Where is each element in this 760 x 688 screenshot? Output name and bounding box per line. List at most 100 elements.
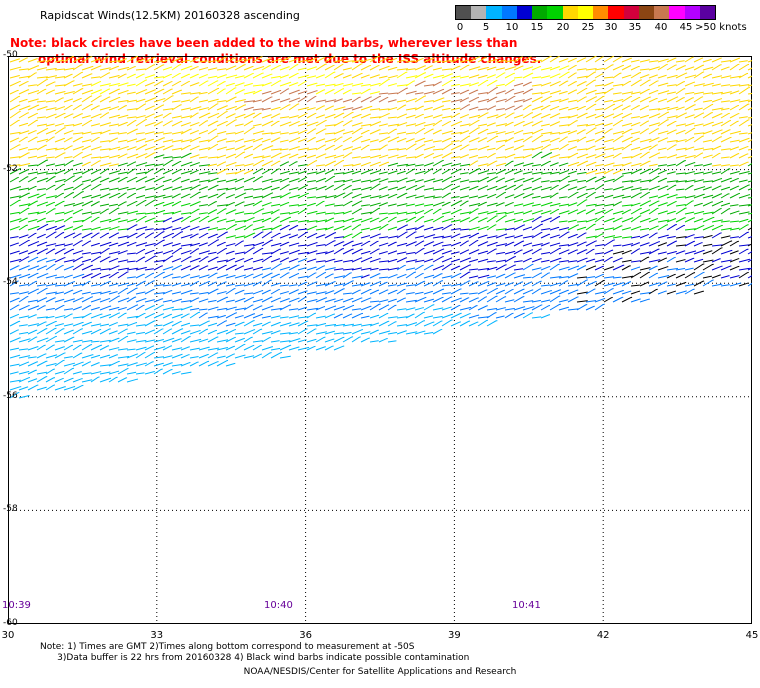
wind-barb bbox=[396, 211, 408, 215]
wind-barb bbox=[639, 120, 650, 127]
wind-barb bbox=[306, 121, 319, 127]
wind-barb bbox=[99, 218, 112, 223]
wind-barb bbox=[477, 281, 490, 287]
wind-barb bbox=[9, 313, 20, 319]
wind-barb bbox=[54, 147, 65, 151]
wind-barb bbox=[126, 322, 138, 327]
wind-barb bbox=[747, 258, 752, 263]
wind-barb bbox=[549, 113, 561, 119]
wind-barb bbox=[288, 204, 299, 207]
wind-barb bbox=[63, 274, 73, 279]
wind-barb bbox=[666, 240, 678, 247]
wind-barb bbox=[405, 90, 417, 95]
wind-barb bbox=[279, 202, 290, 207]
wind-barb bbox=[657, 257, 668, 263]
wind-barb bbox=[54, 112, 66, 119]
wind-barb bbox=[702, 275, 712, 279]
wind-barb bbox=[738, 258, 751, 263]
wind-barb bbox=[378, 108, 390, 111]
wind-barb bbox=[108, 370, 120, 375]
note-line-1: Note: black circles have been added to t… bbox=[10, 36, 518, 50]
wind-barb bbox=[198, 280, 211, 287]
wind-barb bbox=[612, 56, 623, 63]
wind-barb bbox=[9, 280, 19, 287]
wind-barb bbox=[198, 328, 209, 335]
wind-barb bbox=[621, 180, 633, 183]
wind-barb bbox=[234, 211, 245, 215]
wind-barb bbox=[639, 68, 650, 71]
wind-barb bbox=[45, 220, 55, 223]
wind-barb bbox=[531, 186, 543, 191]
wind-barb bbox=[225, 106, 237, 111]
wind-barb bbox=[603, 178, 615, 183]
wind-barb bbox=[144, 272, 155, 279]
wind-barb bbox=[297, 306, 308, 311]
wind-barb bbox=[324, 281, 336, 287]
wind-barb bbox=[576, 241, 587, 247]
wind-barb bbox=[459, 114, 469, 119]
wind-barb bbox=[486, 131, 498, 135]
wind-barb bbox=[36, 376, 48, 383]
wind-barb bbox=[603, 288, 614, 295]
wind-barb bbox=[405, 203, 415, 207]
wind-barb bbox=[45, 57, 57, 63]
wind-barb bbox=[729, 220, 739, 223]
wind-barb bbox=[396, 224, 408, 231]
wind-barb bbox=[576, 160, 589, 167]
wind-barb bbox=[531, 258, 542, 263]
wind-barb bbox=[90, 256, 102, 263]
wind-barb bbox=[585, 209, 596, 215]
wind-barb bbox=[90, 156, 101, 159]
wind-barb-map bbox=[8, 56, 752, 624]
wind-barb bbox=[324, 195, 337, 199]
wind-barb bbox=[567, 64, 577, 71]
wind-barb bbox=[243, 91, 256, 95]
wind-barb bbox=[504, 202, 514, 207]
wind-barb bbox=[531, 92, 543, 95]
wind-barb bbox=[693, 258, 704, 263]
wind-barb bbox=[225, 264, 237, 271]
wind-barb bbox=[396, 99, 407, 103]
wind-barb bbox=[144, 320, 156, 327]
wind-barb bbox=[306, 137, 316, 143]
wind-barb bbox=[747, 212, 752, 215]
wind-barb bbox=[207, 361, 219, 367]
wind-barb bbox=[234, 240, 244, 247]
wind-barb bbox=[531, 299, 541, 303]
wind-barb bbox=[45, 354, 58, 359]
wind-barb bbox=[126, 56, 139, 63]
wind-barb bbox=[27, 104, 40, 111]
wind-barb bbox=[216, 88, 226, 95]
wind-barb bbox=[720, 208, 731, 215]
wind-barb bbox=[459, 104, 471, 111]
wind-barb bbox=[144, 163, 156, 167]
wind-barb bbox=[45, 243, 57, 247]
wind-barb bbox=[333, 313, 343, 319]
wind-barb bbox=[45, 136, 55, 143]
wind-barb bbox=[738, 63, 750, 71]
wind-barb bbox=[342, 146, 353, 151]
wind-barb bbox=[621, 236, 632, 239]
wind-barb bbox=[126, 176, 138, 183]
latitude-label: -56 bbox=[3, 390, 18, 401]
wind-barb bbox=[180, 305, 193, 311]
wind-barb bbox=[153, 88, 165, 95]
wind-barb bbox=[252, 340, 264, 343]
wind-barb bbox=[396, 87, 408, 95]
wind-barb bbox=[432, 81, 442, 87]
wind-barb bbox=[351, 179, 361, 183]
wind-barb bbox=[585, 113, 597, 119]
wind-barb bbox=[9, 347, 19, 351]
wind-barb bbox=[684, 92, 695, 95]
wind-barb bbox=[666, 91, 676, 95]
wind-barb bbox=[162, 139, 174, 143]
wind-barb bbox=[180, 300, 192, 303]
wind-barb bbox=[306, 266, 317, 271]
wind-barb bbox=[207, 315, 219, 319]
wind-barb bbox=[369, 121, 382, 127]
wind-barb bbox=[243, 292, 254, 295]
wind-barb bbox=[477, 289, 488, 295]
wind-barb bbox=[468, 226, 480, 231]
wind-barb bbox=[342, 107, 354, 111]
wind-barb bbox=[747, 84, 752, 87]
